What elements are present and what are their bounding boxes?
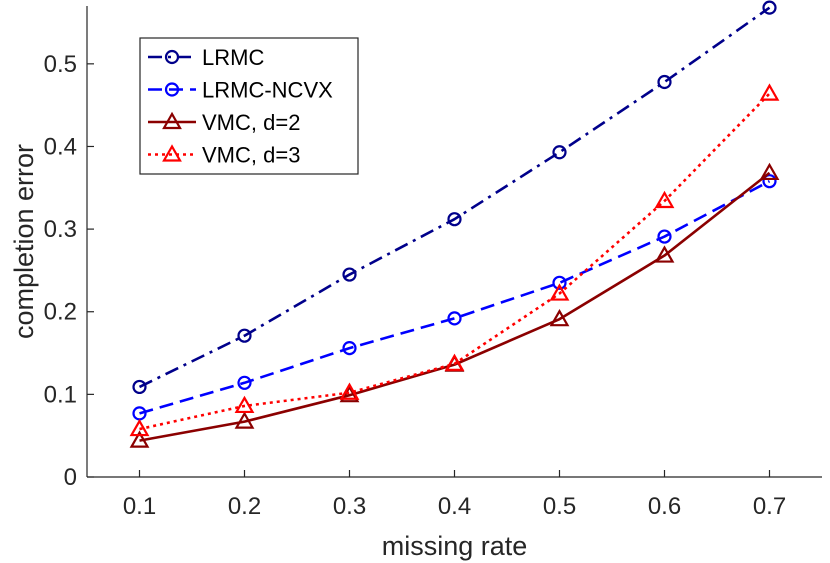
x-tick-label: 0.2 [228,493,261,520]
legend-entry-vmc-d-3: VMC, d=3 [148,143,300,168]
data-point-vmc-d-3 [654,190,675,209]
data-point-vmc-d-3 [339,382,360,400]
data-point-lrmc-ncvx [447,311,462,326]
legend: LRMC LRMC-NCVX VMC, d=2 VMC, d=3 [139,37,359,175]
y-tick-label: 0.1 [44,381,77,408]
x-tick-label: 0.7 [753,493,786,520]
data-point-vmc-d-3 [444,353,465,371]
legend-marker [162,111,182,130]
data-point-lrmc [552,145,567,160]
data-point-vmc-d-3 [234,395,255,414]
data-point-lrmc-ncvx [762,174,777,189]
data-point-vmc-d-3 [549,283,570,301]
data-point-lrmc [657,74,672,90]
y-tick-label: 0.4 [44,133,77,160]
legend-entry-lrmc-ncvx: LRMC-NCVX [148,78,333,103]
legend-label: LRMC-NCVX [202,78,333,103]
data-point-lrmc [342,267,357,282]
x-tick-label: 0.5 [543,493,576,520]
series-lrmc-ncvx [132,174,777,421]
data-point-lrmc-ncvx [657,229,672,244]
legend-label: VMC, d=2 [202,110,300,135]
y-tick-label: 0 [64,464,77,491]
data-point-vmc-d-2 [759,162,780,181]
y-tick-label: 0.2 [44,299,77,326]
series-line-lrmc [138,6,771,389]
series-vmc-d-3 [129,83,780,437]
data-point-vmc-d-3 [759,83,780,101]
legend-entry-vmc-d-2: VMC, d=2 [148,110,300,135]
data-point-lrmc-ncvx [552,275,567,290]
y-axis-title: completion error [9,144,39,339]
data-point-vmc-d-2 [339,384,360,403]
legend-entry-lrmc: LRMC [148,45,264,70]
data-point-vmc-d-2 [654,245,675,263]
data-point-lrmc-ncvx [237,375,252,390]
y-tick-label: 0.5 [44,51,77,78]
legend-marker [164,49,180,65]
x-tick-label: 0.1 [123,493,156,520]
data-point-lrmc [762,0,777,15]
data-point-lrmc [447,212,462,227]
data-point-vmc-d-2 [129,430,150,448]
x-axis-title: missing rate [382,531,528,561]
x-tick-label: 0.6 [648,493,681,520]
data-point-lrmc-ncvx [342,340,357,356]
data-point-vmc-d-2 [234,411,255,429]
series-line-lrmc-ncvx [139,180,771,415]
data-point-lrmc [237,328,252,343]
legend-label: LRMC [202,45,264,70]
legend-marker [164,82,180,97]
series-layer [129,0,780,448]
data-point-lrmc [132,379,147,395]
x-tick-label: 0.4 [438,493,471,520]
data-point-vmc-d-2 [549,308,570,327]
legend-label: VMC, d=3 [202,143,300,168]
series-line-vmc-d-3 [139,92,771,431]
y-tick-label: 0.3 [44,216,77,243]
data-point-vmc-d-3 [129,418,150,437]
legend-marker [162,144,182,162]
axes: 0.1 0.2 0.3 0.4 0.5 0.6 0.7 0 0.1 0.2 0.3 0.4 0.5 [44,6,822,520]
series-lrmc [132,0,777,395]
x-tick-label: 0.3 [333,493,366,520]
